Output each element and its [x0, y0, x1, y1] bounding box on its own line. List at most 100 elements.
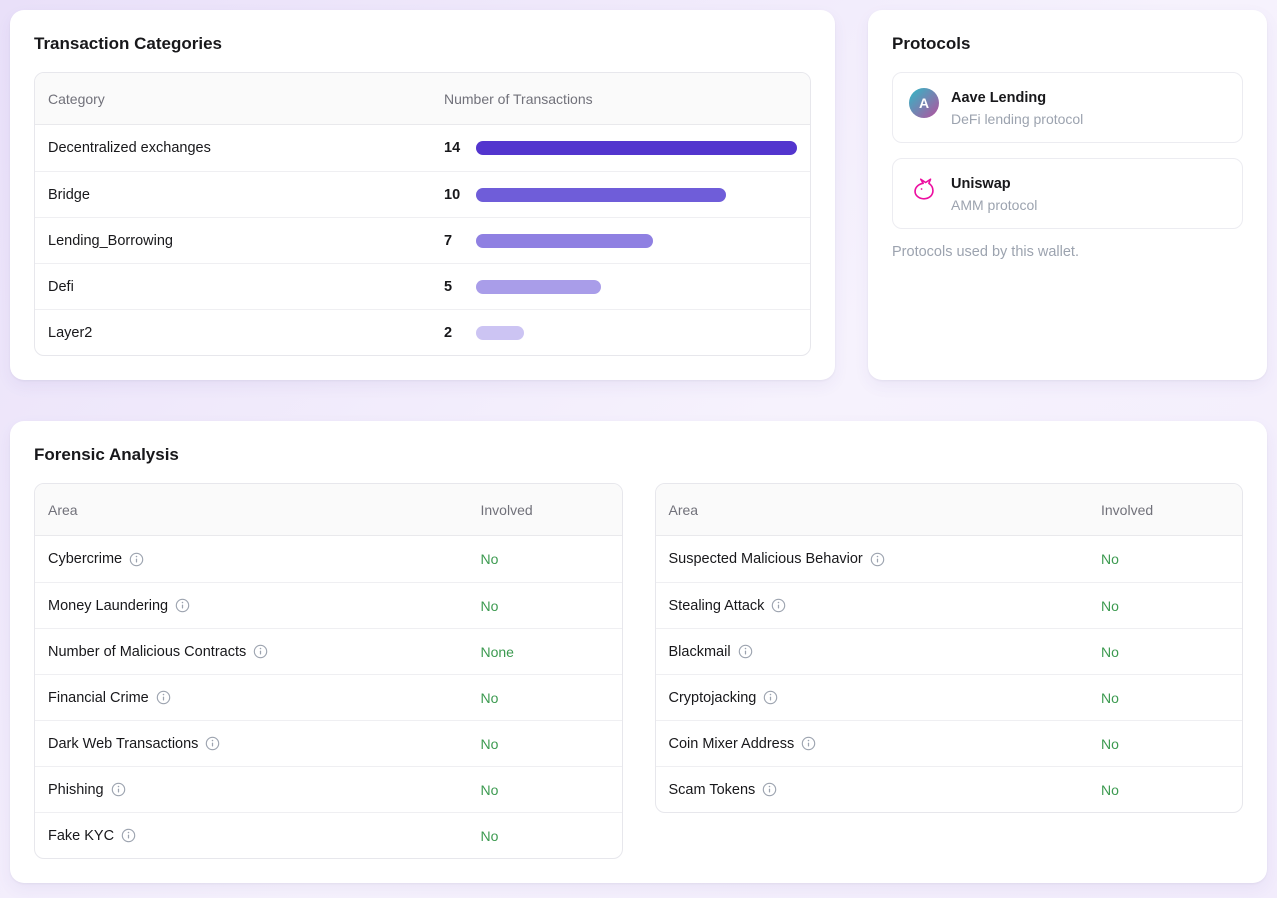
- forensic-row: Fake KYC No: [35, 812, 622, 858]
- forensic-table: Area Involved Cybercrime No Money Launderi…: [34, 483, 623, 859]
- category-label: Decentralized exchanges: [48, 140, 211, 156]
- column-header-category: Category: [48, 90, 105, 107]
- forensic-row: Suspected Malicious Behavior No: [656, 536, 1243, 582]
- category-bar: [476, 187, 727, 202]
- area-cell: Phishing: [35, 782, 481, 798]
- column-header-involved: Involved: [480, 501, 533, 518]
- info-icon[interactable]: [111, 782, 126, 797]
- aave-icon: A: [909, 88, 939, 118]
- category-bar: [476, 141, 797, 155]
- info-icon[interactable]: [205, 736, 220, 751]
- area-cell: Financial Crime: [35, 690, 481, 706]
- involved-value: No: [480, 735, 499, 752]
- forensic-table: Area Involved Suspected Malicious Behavi…: [654, 483, 1243, 813]
- protocol-description: DeFi lending protocol: [951, 111, 1084, 127]
- protocol-description: AMM protocol: [951, 197, 1038, 213]
- involved-value: No: [1101, 689, 1119, 706]
- forensic-row: Number of Malicious Contracts None: [35, 628, 622, 674]
- protocols-title: Protocols: [892, 34, 971, 53]
- area-label: Stealing Attack: [668, 597, 765, 614]
- area-cell: Cryptojacking: [656, 690, 1102, 706]
- top-row: Transaction Categories Category Number o…: [10, 10, 1267, 380]
- forensic-row: Financial Crime No: [35, 674, 622, 720]
- area-label: Cybercrime: [48, 551, 123, 567]
- area-label: Dark Web Transactions: [48, 735, 199, 752]
- forensic-table-header: Area Involved: [655, 484, 1242, 536]
- info-icon[interactable]: [156, 690, 171, 705]
- transaction-row: Layer2 2: [35, 309, 810, 355]
- info-icon[interactable]: [771, 598, 786, 613]
- involved-value: No: [480, 827, 499, 844]
- column-header-area: Area: [668, 501, 699, 518]
- info-icon[interactable]: [762, 782, 777, 797]
- forensic-row: Scam Tokens No: [655, 766, 1242, 812]
- info-icon[interactable]: [870, 552, 885, 567]
- area-label: Coin Mixer Address: [668, 735, 795, 752]
- bar-cell: [476, 233, 810, 248]
- transaction-row: Bridge 10: [35, 171, 810, 217]
- area-cell: Blackmail: [656, 644, 1102, 660]
- involved-value: No: [1101, 551, 1119, 567]
- forensic-row: Stealing Attack No: [655, 582, 1242, 628]
- area-label: Suspected Malicious Behavior: [668, 551, 863, 567]
- transaction-count: 5: [444, 278, 453, 295]
- info-icon[interactable]: [129, 552, 144, 567]
- protocol-item-uniswap: Uniswap AMM protocol: [892, 158, 1243, 229]
- category-bar: [476, 325, 525, 340]
- transaction-table: Category Number of Transactions Decentra…: [34, 72, 811, 356]
- transaction-row: Defi 5: [35, 263, 810, 309]
- forensic-grid: Area Involved Cybercrime No Money Launderi…: [34, 483, 1243, 859]
- area-label: Money Laundering: [48, 597, 169, 614]
- category-label: Lending_Borrowing: [48, 232, 173, 249]
- protocol-text: Aave Lending DeFi lending protocol: [951, 88, 1083, 127]
- info-icon[interactable]: [738, 644, 753, 659]
- area-label: Scam Tokens: [668, 781, 756, 798]
- bar-cell: [476, 187, 810, 202]
- involved-value: No: [480, 551, 499, 567]
- forensic-table-rows: Cybercrime No Money Laundering No Number of …: [35, 536, 622, 858]
- area-label: Fake KYC: [48, 827, 115, 844]
- area-label: Phishing: [48, 781, 104, 798]
- info-icon[interactable]: [121, 828, 136, 843]
- area-cell: Cybercrime: [35, 551, 481, 567]
- forensic-row: Money Laundering No: [35, 582, 622, 628]
- area-cell: Money Laundering: [35, 598, 481, 614]
- category-label: Layer2: [48, 324, 93, 341]
- uniswap-unicorn-icon: [909, 174, 939, 204]
- info-icon[interactable]: [253, 644, 268, 659]
- area-label: Financial Crime: [48, 689, 149, 706]
- area-cell: Dark Web Transactions: [35, 736, 481, 752]
- involved-value: No: [480, 597, 499, 614]
- area-cell: Scam Tokens: [656, 782, 1102, 798]
- area-label: Blackmail: [668, 643, 731, 660]
- involved-value: No: [480, 689, 499, 706]
- involved-value: No: [1101, 643, 1119, 660]
- bar-cell: [476, 141, 810, 155]
- forensic-row: Cybercrime No: [35, 536, 622, 582]
- protocols-caption: Protocols used by this wallet.: [892, 244, 1079, 260]
- category-bar: [476, 279, 602, 294]
- info-icon[interactable]: [763, 690, 778, 705]
- category-label: Bridge: [48, 186, 90, 203]
- bar-cell: [476, 325, 810, 340]
- transaction-count: 2: [444, 324, 453, 341]
- area-cell: Coin Mixer Address: [656, 736, 1102, 752]
- info-icon[interactable]: [801, 736, 816, 751]
- forensic-analysis-card: Forensic Analysis Area Involved Cybercri…: [10, 421, 1267, 883]
- transaction-row: Decentralized exchanges 14: [35, 125, 810, 171]
- forensic-row: Phishing No: [35, 766, 622, 812]
- involved-value: No: [1101, 597, 1119, 614]
- bar-cell: [476, 279, 810, 294]
- category-bar: [476, 233, 653, 248]
- info-icon[interactable]: [175, 598, 190, 613]
- area-cell: Stealing Attack: [656, 598, 1102, 614]
- involved-value: No: [1101, 781, 1119, 798]
- transaction-categories-title: Transaction Categories: [34, 34, 223, 53]
- forensic-row: Blackmail No: [655, 628, 1242, 674]
- category-label: Defi: [48, 278, 74, 295]
- transaction-table-header: Category Number of Transactions: [35, 73, 810, 125]
- area-label: Cryptojacking: [668, 689, 757, 706]
- column-header-count: Number of Transactions: [444, 90, 593, 107]
- area-cell: Number of Malicious Contracts: [35, 644, 481, 660]
